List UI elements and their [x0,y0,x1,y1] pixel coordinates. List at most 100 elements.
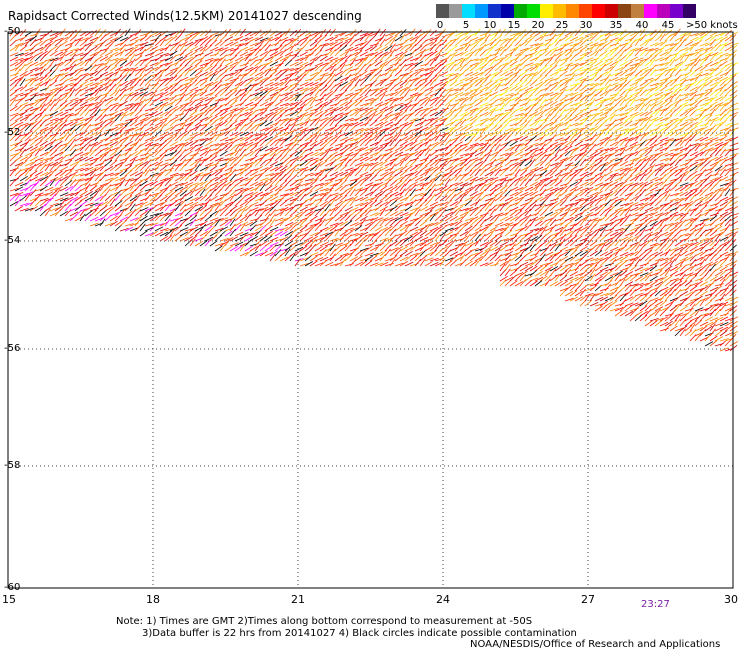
wind-barb [34,124,43,132]
wind-barb [284,117,294,122]
wind-barb [134,46,144,52]
wind-barb [159,123,166,132]
wind-barb [154,92,164,97]
wind-barb [154,171,164,177]
wind-barb [274,254,283,262]
wind-barb [219,150,228,157]
wind-barb [159,101,169,107]
legend-tick-0: 0 [436,20,444,31]
wind-barb [239,208,246,217]
wind-barb [119,48,126,57]
wind-barb [119,106,129,112]
wind-barb [234,83,241,92]
wind-barb [179,204,187,212]
wind-barb [459,77,469,82]
wind-barb [424,37,434,42]
wind-barb [269,93,276,102]
wind-barb [284,40,293,47]
wind-barb [124,80,133,87]
wind-barb [39,160,48,167]
wind-barb [299,61,309,67]
wind-barb [159,169,167,177]
wind-barb [39,197,49,202]
wind-barb [214,180,223,187]
wind-barb [184,182,194,187]
wind-barb [529,120,538,127]
wind-barb [139,133,146,142]
wind-barb [139,58,147,67]
wind-barb [144,83,151,92]
wind-barb [74,173,84,177]
wind-barb [209,73,216,82]
wind-barb [9,67,19,72]
wind-barb [124,191,134,197]
wind-barb [44,145,53,152]
wind-barb [29,205,38,212]
wind-barb [189,165,198,172]
wind-barb [494,28,502,37]
wind-barb [284,123,291,132]
wind-barb [224,195,233,202]
wind-barb [234,69,243,77]
wind-barb [79,39,88,47]
wind-barb [74,200,83,207]
wind-barb [274,63,282,72]
wind-barb [44,191,54,197]
wind-barb [274,146,284,152]
wind-barb [94,103,102,112]
wind-barb [269,51,278,57]
wind-barb [74,100,83,107]
wind-barb [429,141,439,147]
wind-barb [54,56,64,62]
wind-barb [119,69,127,77]
wind-barb [289,191,299,197]
wind-barb [229,236,239,242]
wind-barb [184,170,193,177]
wind-barb [449,201,458,207]
wind-barb [239,153,246,162]
wind-barb [144,207,154,212]
legend-tick-20: 20 [531,20,545,31]
wind-barb [289,67,299,72]
wind-barb [234,205,243,212]
wind-barb [209,203,217,212]
wind-barb [174,43,181,52]
wind-barb [174,190,183,197]
wind-barb [444,99,453,107]
wind-barb [214,234,223,242]
wind-barb [294,190,303,197]
wind-barb [164,146,174,152]
wind-barb [269,250,278,257]
wind-barb [79,173,89,177]
wind-barb [134,103,141,112]
wind-barb [34,136,43,142]
wind-barb [19,175,28,182]
wind-barb [284,74,293,82]
wind-barb [84,206,93,212]
wind-barb [204,29,212,37]
wind-barb [29,159,38,167]
wind-barb [174,235,183,242]
wind-barb [49,190,58,197]
wind-barb [109,153,116,162]
wind-barb [179,172,189,177]
wind-barb [459,243,466,252]
wind-barb [164,228,174,232]
wind-barb [79,130,88,137]
wind-barb [49,98,56,107]
wind-barb [234,28,242,37]
wind-barb [164,169,173,177]
wind-barb [249,142,259,147]
wind-barb [59,92,69,97]
wind-barb [389,185,398,192]
wind-barb [189,238,196,247]
wind-barb [64,170,73,177]
wind-barb [194,158,202,167]
wind-barb [219,241,228,247]
wind-barb [229,193,236,202]
wind-barb [359,32,369,37]
wind-barb [139,68,146,77]
wind-barb [129,155,138,162]
wind-barb [234,43,244,47]
wind-barb [264,147,274,152]
